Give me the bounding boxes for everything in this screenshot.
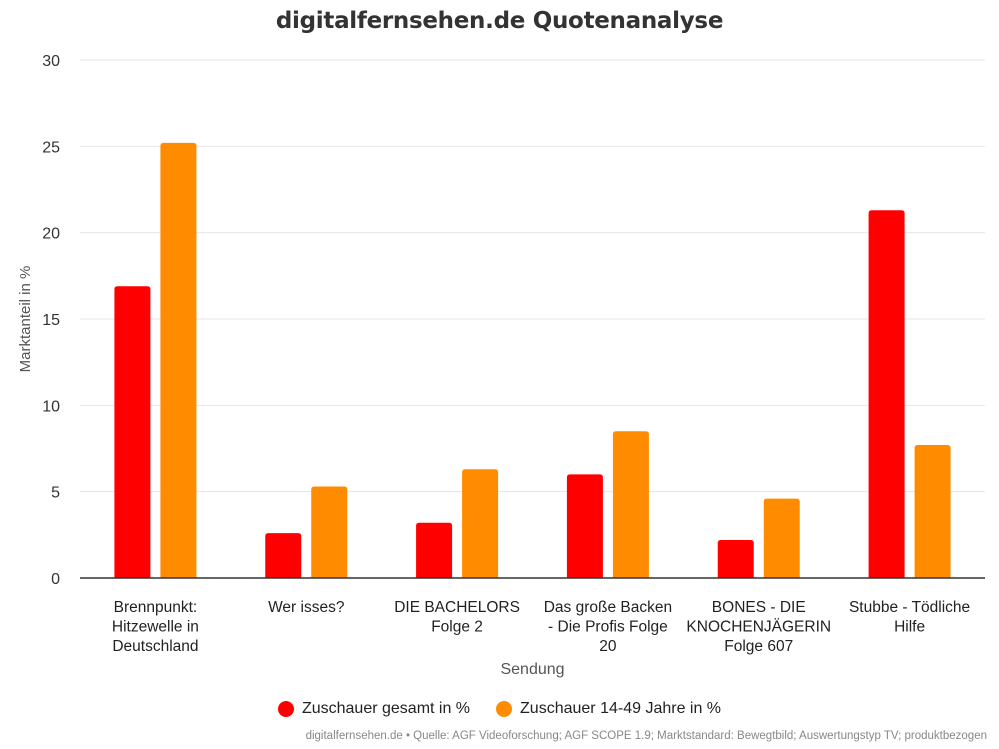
y-tick-label: 20 [42,226,60,243]
x-tick-label: Stubbe - Tödliche Hilfe [849,599,970,636]
bar-gesamt [114,286,151,578]
legend-item-gesamt[interactable]: Zuschauer gesamt in % [277,700,471,718]
x-tick-label: Brennpunkt: Hitzewelle in Deutschland [112,599,199,655]
bar-gesamt [566,474,603,578]
bar-14-49 [914,445,951,578]
y-tick-label: 5 [51,485,60,502]
bar-14-49 [763,498,800,578]
x-tick-label: Das große Backen - Die Profis Folge 20 [544,599,672,655]
bar-14-49 [462,469,499,578]
x-tick-label: DIE BACHELORS Folge 2 [394,599,520,636]
bar-14-49 [311,486,348,578]
legend-item-14-49[interactable]: Zuschauer 14-49 Jahre in % [496,700,721,718]
y-tick-label: 25 [42,139,60,156]
x-tick-label: BONES - DIE KNOCHENJÄGERIN Folge 607 [686,599,831,655]
credits[interactable]: digitalfernsehen.de • Quelle: AGF Videof… [305,730,987,742]
legend: Zuschauer gesamt in % Zuschauer 14-49 Ja… [0,700,999,718]
y-tick-label: 10 [42,398,60,415]
bar-gesamt [416,522,453,578]
legend-marker-gesamt [277,701,294,717]
chart-title: digitalfernsehen.de Quotenanalyse [275,8,724,34]
x-tick-label: Wer isses? [268,599,345,616]
legend-label-gesamt: Zuschauer gesamt in % [301,700,471,717]
y-axis-title: Marktanteil in % [17,266,34,373]
legend-marker-14-49 [496,701,513,717]
y-tick-label: 30 [42,53,60,70]
y-tick-label: 15 [42,312,60,329]
bar-gesamt [717,540,754,578]
bar-gesamt [265,533,302,578]
y-tick-label: 0 [51,571,60,588]
x-axis-title: Sendung [500,661,564,678]
bar-gesamt [868,210,905,578]
bar-14-49 [160,142,197,578]
bar-14-49 [612,431,649,578]
legend-label-14-49: Zuschauer 14-49 Jahre in % [520,700,722,717]
